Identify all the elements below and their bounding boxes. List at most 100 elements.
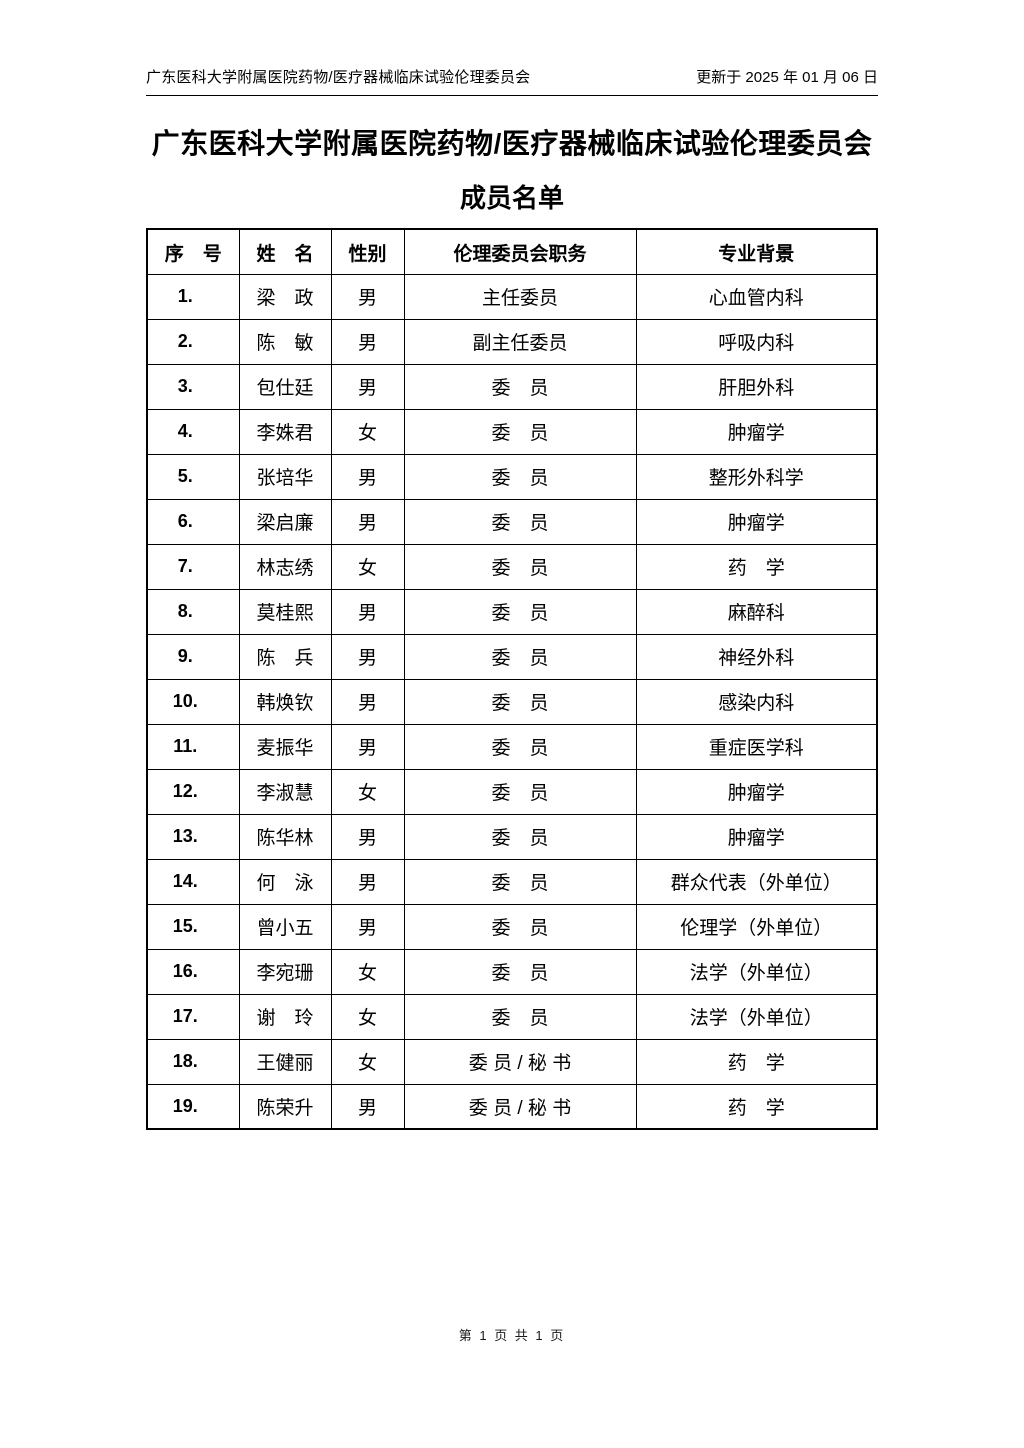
professional-background: 伦理学（外单位） <box>635 903 878 950</box>
professional-background: 感染内科 <box>635 678 878 725</box>
row-number: 8. <box>146 588 240 635</box>
committee-role: 委 员 / 秘 书 <box>403 1083 637 1130</box>
column-header: 伦理委员会职务 <box>403 228 637 275</box>
table-head: 序 号姓 名性别 伦理委员会职务 专业背景 <box>146 228 878 275</box>
gender: 男 <box>330 723 405 770</box>
committee-role: 委 员 <box>403 858 637 905</box>
member-name: 陈 兵 <box>238 633 332 680</box>
row-number: 11. <box>146 723 240 770</box>
gender: 女 <box>330 948 405 995</box>
professional-background: 药 学 <box>635 1083 878 1130</box>
member-name: 王健丽 <box>238 1038 332 1085</box>
committee-role: 委 员 <box>403 408 637 455</box>
row-number: 12. <box>146 768 240 815</box>
committee-role: 委 员 <box>403 903 637 950</box>
professional-background: 心血管内科 <box>635 273 878 320</box>
member-name: 陈荣升 <box>238 1083 332 1130</box>
gender: 男 <box>330 453 405 500</box>
table-row: 17. 谢 玲女委 员法学（外单位） <box>146 993 878 1040</box>
member-name: 谢 玲 <box>238 993 332 1040</box>
table-row: 1. 梁 政男主任委员 心血管内科 <box>146 273 878 320</box>
row-number: 18. <box>146 1038 240 1085</box>
row-number: 5. <box>146 453 240 500</box>
table-row: 9. 陈 兵男委 员神经外科 <box>146 633 878 680</box>
table-row: 5. 张培华男委 员整形外科学 <box>146 453 878 500</box>
professional-background: 呼吸内科 <box>635 318 878 365</box>
row-number: 3. <box>146 363 240 410</box>
gender: 男 <box>330 813 405 860</box>
committee-role: 委 员 <box>403 363 637 410</box>
row-number: 10. <box>146 678 240 725</box>
gender: 女 <box>330 408 405 455</box>
row-number: 17. <box>146 993 240 1040</box>
row-number: 13. <box>146 813 240 860</box>
committee-role: 委 员 <box>403 813 637 860</box>
column-header: 姓 名 <box>238 228 332 275</box>
table-row: 13. 陈华林男委 员肿瘤学 <box>146 813 878 860</box>
table-row: 8. 莫桂熙男委 员麻醉科 <box>146 588 878 635</box>
table-header-row: 序 号姓 名性别 伦理委员会职务 专业背景 <box>146 228 878 275</box>
gender: 男 <box>330 633 405 680</box>
table-row: 14. 何 泳男委 员群众代表（外单位） <box>146 858 878 905</box>
committee-role: 委 员 <box>403 453 637 500</box>
member-name: 李姝君 <box>238 408 332 455</box>
professional-background: 肝胆外科 <box>635 363 878 410</box>
gender: 女 <box>330 1038 405 1085</box>
member-name: 李淑慧 <box>238 768 332 815</box>
committee-role: 委 员 <box>403 588 637 635</box>
member-name: 陈华林 <box>238 813 332 860</box>
member-table: 序 号姓 名性别 伦理委员会职务 专业背景 1. 梁 政男主任委员 心血管内科 2. 陈 敏… <box>146 228 878 1131</box>
row-number: 7. <box>146 543 240 590</box>
gender: 女 <box>330 768 405 815</box>
professional-background: 药 学 <box>635 1038 878 1085</box>
page-content: 广东医科大学附属医院药物/医疗器械临床试验伦理委员会 更新于 2025 年 01… <box>146 0 878 1131</box>
table-row: 11. 麦振华男委 员重症医学科 <box>146 723 878 770</box>
row-number: 9. <box>146 633 240 680</box>
table-row: 19. 陈荣升男委 员 / 秘 书药 学 <box>146 1083 878 1130</box>
committee-role: 委 员 <box>403 723 637 770</box>
committee-role: 主任委员 <box>403 273 637 320</box>
committee-role: 委 员 / 秘 书 <box>403 1038 637 1085</box>
row-number: 16. <box>146 948 240 995</box>
column-header: 序 号 <box>146 228 240 275</box>
table-row: 7. 林志绣女委 员药 学 <box>146 543 878 590</box>
professional-background: 药 学 <box>635 543 878 590</box>
gender: 女 <box>330 993 405 1040</box>
member-name: 韩焕钦 <box>238 678 332 725</box>
row-number: 4. <box>146 408 240 455</box>
column-header: 专业背景 <box>635 228 878 275</box>
page-number-indicator: 第 1 页 共 1 页 <box>458 1328 566 1343</box>
gender: 男 <box>330 498 405 545</box>
table-row: 4. 李姝君女委 员肿瘤学 <box>146 408 878 455</box>
committee-role: 委 员 <box>403 993 637 1040</box>
member-name: 梁启廉 <box>238 498 332 545</box>
table-row: 12. 李淑慧女委 员肿瘤学 <box>146 768 878 815</box>
header-update-date: 更新于 2025 年 01 月 06 日 <box>696 69 878 86</box>
committee-role: 委 员 <box>403 678 637 725</box>
gender: 男 <box>330 318 405 365</box>
table-body: 1. 梁 政男主任委员 心血管内科 2. 陈 敏男副主任委员 呼吸内科 3. 包仕廷男委 员肝… <box>146 273 878 1130</box>
row-number: 14. <box>146 858 240 905</box>
professional-background: 肿瘤学 <box>635 768 878 815</box>
professional-background: 群众代表（外单位） <box>635 858 878 905</box>
table-row: 10. 韩焕钦男委 员感染内科 <box>146 678 878 725</box>
professional-background: 法学（外单位） <box>635 993 878 1040</box>
row-number: 2. <box>146 318 240 365</box>
header-committee-name: 广东医科大学附属医院药物/医疗器械临床试验伦理委员会 <box>146 69 531 86</box>
professional-background: 整形外科学 <box>635 453 878 500</box>
table-row: 18. 王健丽女委 员 / 秘 书药 学 <box>146 1038 878 1085</box>
row-number: 6. <box>146 498 240 545</box>
gender: 男 <box>330 903 405 950</box>
gender: 男 <box>330 1083 405 1130</box>
table-row: 15. 曾小五男委 员伦理学（外单位） <box>146 903 878 950</box>
professional-background: 肿瘤学 <box>635 408 878 455</box>
member-name: 包仕廷 <box>238 363 332 410</box>
gender: 女 <box>330 543 405 590</box>
gender: 男 <box>330 588 405 635</box>
professional-background: 神经外科 <box>635 633 878 680</box>
member-name: 李宛珊 <box>238 948 332 995</box>
member-name: 何 泳 <box>238 858 332 905</box>
member-name: 张培华 <box>238 453 332 500</box>
row-number: 1. <box>146 273 240 320</box>
document-subtitle: 成员名单 <box>459 183 564 214</box>
